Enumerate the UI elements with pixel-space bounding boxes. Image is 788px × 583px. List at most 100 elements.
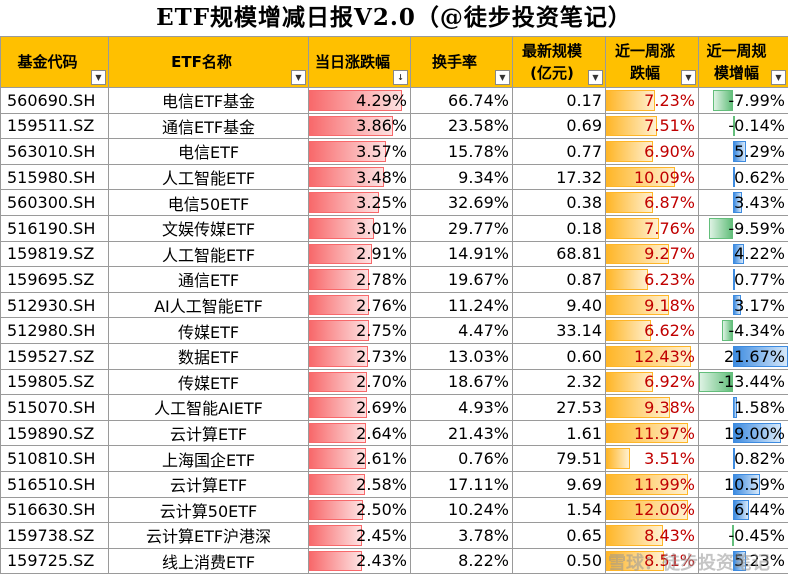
cell-value: 2.76% xyxy=(356,295,407,315)
col-header-scale[interactable]: 最新规模 (亿元) ▼ xyxy=(512,36,606,88)
cell-value: 3.25% xyxy=(356,193,407,213)
turnover-cell: 32.69% xyxy=(410,189,513,216)
fund-code-cell: 159890.SZ xyxy=(0,419,109,447)
col-header-turnover[interactable]: 换手率 ▼ xyxy=(410,36,513,88)
table-row[interactable]: 516510.SH 云计算ETF 2.58% 17.11% 9.69 11.99% 10.5… xyxy=(0,470,788,498)
table-row[interactable]: 516630.SH 云计算50ETF 2.50% 10.24% 1.54 12.00% 6.… xyxy=(0,496,788,524)
col-header-name[interactable]: ETF名称 ▼ xyxy=(108,36,309,88)
data-bar xyxy=(309,269,370,290)
cell-value: 2.50% xyxy=(356,500,407,520)
cell-value: 9.38% xyxy=(644,397,695,417)
cell-value: 4.29% xyxy=(356,90,407,110)
daily-change-cell: 3.25% xyxy=(308,189,411,216)
col-header-week-change[interactable]: 近一周涨 跌幅 ▼ xyxy=(605,36,699,88)
table-row[interactable]: 560690.SH 电信ETF基金 4.29% 66.74% 0.17 7.23% -7.9… xyxy=(0,87,788,114)
data-bar xyxy=(606,550,664,572)
etf-name-cell: 数据ETF xyxy=(108,342,309,370)
etf-name-cell: 云计算ETF xyxy=(108,419,309,447)
fund-code-cell: 512930.SH xyxy=(0,291,109,319)
week-change-cell: 8.51% xyxy=(605,547,699,575)
cell-value: 8.43% xyxy=(644,525,695,545)
fund-code-cell: 159695.SZ xyxy=(0,266,109,293)
filter-dropdown-icon[interactable]: ▼ xyxy=(495,70,510,85)
week-growth-cell: 6.44% xyxy=(698,496,788,524)
cell-value: 21.67% xyxy=(723,346,785,366)
table-row[interactable]: 159511.SZ 通信ETF基金 3.86% 23.58% 0.69 7.51% -0.1… xyxy=(0,112,788,140)
filter-dropdown-icon[interactable]: ▼ xyxy=(681,70,696,85)
header-label: ETF名称 xyxy=(171,53,232,71)
scale-cell: 9.40 xyxy=(512,291,606,319)
col-header-code[interactable]: 基金代码 ▼ xyxy=(0,36,109,88)
week-change-cell: 6.87% xyxy=(605,189,699,216)
cell-value: 2.45% xyxy=(356,525,407,545)
daily-change-cell: 2.75% xyxy=(308,317,411,344)
turnover-cell: 10.24% xyxy=(410,496,513,524)
fund-code-cell: 560300.SH xyxy=(0,189,109,216)
sort-desc-icon[interactable]: ↓ xyxy=(393,70,408,85)
data-bar xyxy=(309,473,365,495)
filter-dropdown-icon[interactable]: ▼ xyxy=(588,70,603,85)
cell-value: 5.29% xyxy=(734,141,785,161)
data-bar xyxy=(606,217,659,239)
cell-value: 3.48% xyxy=(356,167,407,187)
data-bar xyxy=(732,115,735,137)
cell-value: -9.59% xyxy=(728,218,785,238)
week-change-cell: 3.51% xyxy=(605,445,699,472)
cell-value: 2.70% xyxy=(356,372,407,392)
scale-cell: 17.32 xyxy=(512,163,606,191)
data-bar xyxy=(309,371,368,393)
table-row[interactable]: 159725.SZ 线上消费ETF 2.43% 8.22% 0.50 8.51% 5.23% xyxy=(0,547,788,575)
cell-value: -7.99% xyxy=(728,90,785,110)
table-row[interactable]: 159738.SZ 云计算ETF沪港深 2.45% 3.78% 0.65 8.43% -0.… xyxy=(0,522,788,549)
table-row[interactable]: 515070.SH 人工智能AIETF 2.69% 4.93% 27.53 9.38% 1.… xyxy=(0,394,788,421)
week-change-cell: 6.23% xyxy=(605,266,699,293)
filter-dropdown-icon[interactable]: ▼ xyxy=(771,70,786,85)
week-change-cell: 7.51% xyxy=(605,112,699,140)
table-row[interactable]: 512930.SH AI人工智能ETF 2.76% 11.24% 9.40 9.18% 3.… xyxy=(0,291,788,319)
table-row[interactable]: 159695.SZ 通信ETF 2.78% 19.67% 0.87 6.23% 0.77% xyxy=(0,266,788,293)
turnover-cell: 18.67% xyxy=(410,368,513,396)
data-bar xyxy=(733,192,742,213)
cell-value: 2.78% xyxy=(356,269,407,289)
table-row[interactable]: 159890.SZ 云计算ETF 2.64% 21.43% 1.61 11.97% 19.0… xyxy=(0,419,788,447)
scale-cell: 0.60 xyxy=(512,342,606,370)
week-change-cell: 12.00% xyxy=(605,496,699,524)
daily-change-cell: 2.73% xyxy=(308,342,411,370)
scale-cell: 0.65 xyxy=(512,522,606,549)
table-row[interactable]: 515980.SH 人工智能ETF 3.48% 9.34% 17.32 10.09% 0.6… xyxy=(0,163,788,191)
etf-name-cell: 上海国企ETF xyxy=(108,445,309,472)
cell-value: 2.43% xyxy=(356,551,407,571)
data-bar xyxy=(309,320,369,341)
table-row[interactable]: 516190.SH 文娱传媒ETF 3.01% 29.77% 0.18 7.76% -9.5… xyxy=(0,214,788,242)
cell-value: 4.22% xyxy=(734,244,785,264)
table-row[interactable]: 159527.SZ 数据ETF 2.73% 13.03% 0.60 12.43% 21.67… xyxy=(0,342,788,370)
table-row[interactable]: 512980.SH 传媒ETF 2.75% 4.47% 33.14 6.62% -4.34% xyxy=(0,317,788,344)
table-row[interactable]: 510810.SH 上海国企ETF 2.61% 0.76% 79.51 3.51% 0.82… xyxy=(0,445,788,472)
data-bar xyxy=(309,397,368,418)
data-bar xyxy=(606,166,675,188)
data-bar xyxy=(606,499,688,521)
filter-dropdown-icon[interactable]: ▼ xyxy=(91,70,106,85)
table-row[interactable]: 159805.SZ 传媒ETF 2.70% 18.67% 2.32 6.92% -13.44… xyxy=(0,368,788,396)
cell-value: 6.92% xyxy=(644,372,695,392)
col-header-week-growth[interactable]: 近一周规 模增幅 ▼ xyxy=(698,36,788,88)
col-header-daily-change[interactable]: 当日涨跌幅 ↓ xyxy=(308,36,411,88)
turnover-cell: 13.03% xyxy=(410,342,513,370)
data-bar xyxy=(309,217,375,239)
data-bar xyxy=(733,243,744,265)
cell-value: -13.44% xyxy=(718,372,785,392)
etf-name-cell: 人工智能ETF xyxy=(108,163,309,191)
daily-change-cell: 2.91% xyxy=(308,240,411,268)
data-bar xyxy=(309,243,373,265)
cell-value: 2.64% xyxy=(356,423,407,443)
scale-cell: 0.77 xyxy=(512,138,606,165)
cell-value: 12.43% xyxy=(633,346,695,366)
table-row[interactable]: 563010.SH 电信ETF 3.57% 15.78% 0.77 6.90% 5.29% xyxy=(0,138,788,165)
etf-table: 基金代码 ▼ ETF名称 ▼ 当日涨跌幅 ↓ 换手率 ▼ 最新规模 (亿元) ▼ 近一周涨 跌幅 ▼ 近… xyxy=(0,36,788,575)
etf-name-cell: 云计算ETF沪港深 xyxy=(108,522,309,549)
table-row[interactable]: 560300.SH 电信50ETF 3.25% 32.69% 0.38 6.87% 3.43… xyxy=(0,189,788,216)
filter-dropdown-icon[interactable]: ▼ xyxy=(291,70,306,85)
table-row[interactable]: 159819.SZ 人工智能ETF 2.91% 14.91% 68.81 9.27% 4.2… xyxy=(0,240,788,268)
etf-name-cell: 通信ETF xyxy=(108,266,309,293)
scale-cell: 0.87 xyxy=(512,266,606,293)
